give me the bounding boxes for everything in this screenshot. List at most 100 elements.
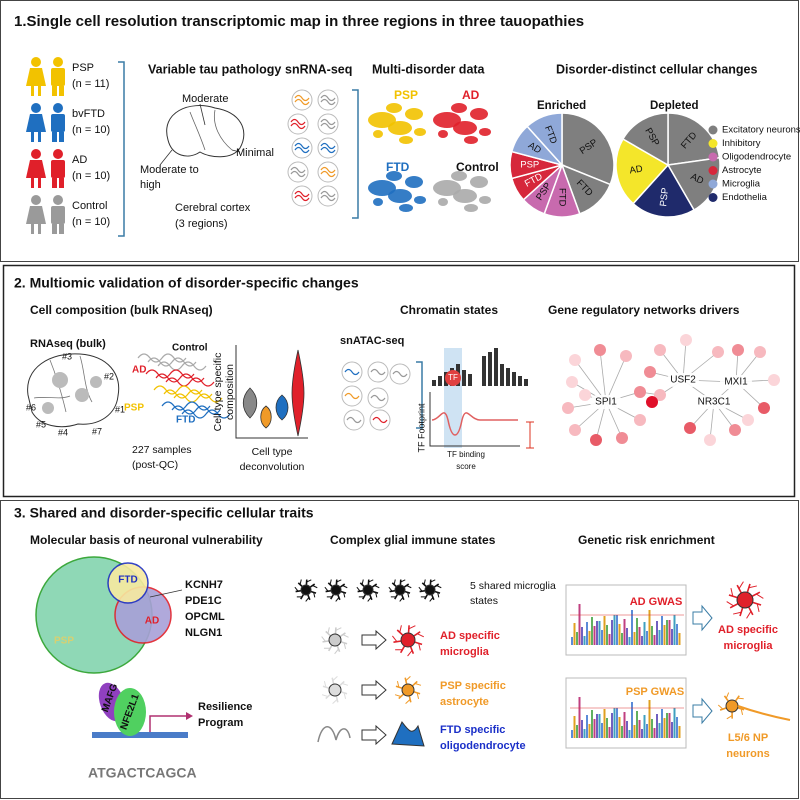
- footprint-bar: [494, 348, 498, 386]
- pie-title: Enriched: [537, 100, 586, 112]
- person-icon: [53, 57, 63, 67]
- microglia-icon: [336, 579, 342, 583]
- microglia-icon: [335, 597, 340, 602]
- pie-slice: [526, 112, 563, 167]
- umap-cluster: [405, 108, 423, 120]
- network-node: [754, 346, 766, 358]
- network-node: [712, 346, 724, 358]
- astrocyte-icon: [414, 682, 422, 686]
- label: deconvolution: [240, 461, 305, 473]
- expression-wave: [155, 373, 205, 383]
- brain-sulcus: [189, 109, 233, 151]
- legend-swatch: [708, 193, 718, 202]
- person-icon: [59, 224, 64, 234]
- nucleus: [291, 185, 313, 207]
- region-sample: [52, 372, 68, 388]
- rna-squiggle: [290, 118, 306, 130]
- rna-squiggle: [290, 166, 306, 178]
- section-title: Gene regulatory networks drivers: [548, 303, 740, 317]
- person-icon: [38, 224, 41, 234]
- axis: [235, 345, 308, 439]
- microglia-icon: [375, 592, 378, 598]
- legend-swatch: [708, 139, 718, 148]
- astrocyte-icon: [401, 683, 415, 697]
- microglia-icon: [374, 585, 380, 589]
- legend-label: Astrocyte: [722, 165, 762, 176]
- network-node: [562, 402, 574, 414]
- connector: [231, 149, 241, 153]
- gene-label: KCNH7: [185, 579, 223, 591]
- network-node: [680, 334, 692, 346]
- label: 5 shared microglia: [470, 580, 556, 592]
- pie-slice: [667, 112, 721, 166]
- network-node: [634, 386, 646, 398]
- group-label: PSP: [124, 403, 144, 414]
- tf-node: [445, 370, 461, 386]
- astrocyte-icon: [341, 682, 349, 686]
- section-title: Cell composition (bulk RNAseq): [30, 303, 213, 317]
- network-node: [742, 414, 754, 426]
- label: microglia: [724, 640, 774, 652]
- label: microglia: [440, 646, 490, 658]
- label: AD GWAS: [630, 596, 683, 608]
- label: (post-QC): [132, 459, 178, 471]
- microglia-icon: [321, 636, 326, 642]
- legend-label: Endothelia: [722, 192, 768, 203]
- panel-title: 2. Multiomic validation of disorder-spec…: [14, 275, 359, 291]
- person-icon: [52, 224, 57, 234]
- gene-label: NLGN1: [185, 627, 222, 639]
- gwas-label-bg: [626, 684, 684, 700]
- umap-cluster: [388, 189, 412, 203]
- label: Cell type: [252, 446, 293, 458]
- motif-logo: ATGACTCAGCA: [88, 765, 197, 781]
- neuron-icon: [726, 715, 733, 720]
- expression-wave: [157, 361, 207, 371]
- network-node: [590, 434, 602, 446]
- region-label: #3: [62, 351, 72, 361]
- footprint-bar: [488, 352, 492, 386]
- region-sample: [42, 402, 54, 414]
- rna-squiggle: [370, 394, 386, 402]
- umap-label: AD: [462, 88, 480, 102]
- person-icon: [26, 68, 46, 86]
- rna-squiggle: [320, 118, 336, 130]
- pie-label: AD: [629, 164, 644, 177]
- person-icon: [31, 57, 41, 67]
- nucleus: [291, 137, 313, 159]
- group-label: FTD: [176, 415, 195, 426]
- label: PSP specific: [440, 680, 506, 692]
- legend-label: Inhibitory: [722, 138, 761, 149]
- group-label: Control: [172, 343, 208, 354]
- network-edge: [599, 349, 607, 403]
- pie-title: Depleted: [650, 100, 699, 112]
- network-node: [634, 414, 646, 426]
- label: snATAC-seq: [340, 335, 404, 347]
- section-title: Genetic risk enrichment: [578, 533, 715, 547]
- microglia-icon: [738, 581, 744, 589]
- gwas-label-bg: [630, 594, 682, 610]
- legend-swatch: [708, 179, 718, 189]
- driver-label: MXI1: [724, 377, 748, 388]
- cohort-count: (n = 10): [72, 124, 110, 136]
- person-icon: [59, 132, 64, 142]
- astrocyte-icon: [405, 698, 411, 704]
- microglia-icon: [436, 585, 442, 589]
- brain-outline: [27, 353, 120, 428]
- cohort-label: Control: [72, 200, 107, 212]
- rna-squiggle: [294, 142, 310, 154]
- network-node: [732, 344, 744, 356]
- microglia-icon: [424, 584, 436, 596]
- legend-swatch: [708, 166, 718, 175]
- label: Cerebral cortex: [175, 202, 251, 214]
- umap-cluster: [479, 196, 491, 204]
- expression-wave: [165, 377, 215, 387]
- person-icon: [31, 86, 34, 96]
- label: Moderate to: [140, 164, 199, 176]
- footprint-bar: [512, 372, 516, 386]
- person-icon: [51, 206, 65, 224]
- nucleus: [317, 113, 339, 135]
- label: TF binding: [447, 450, 485, 459]
- expression-wave: [161, 401, 211, 411]
- neuron-axon: [737, 705, 791, 721]
